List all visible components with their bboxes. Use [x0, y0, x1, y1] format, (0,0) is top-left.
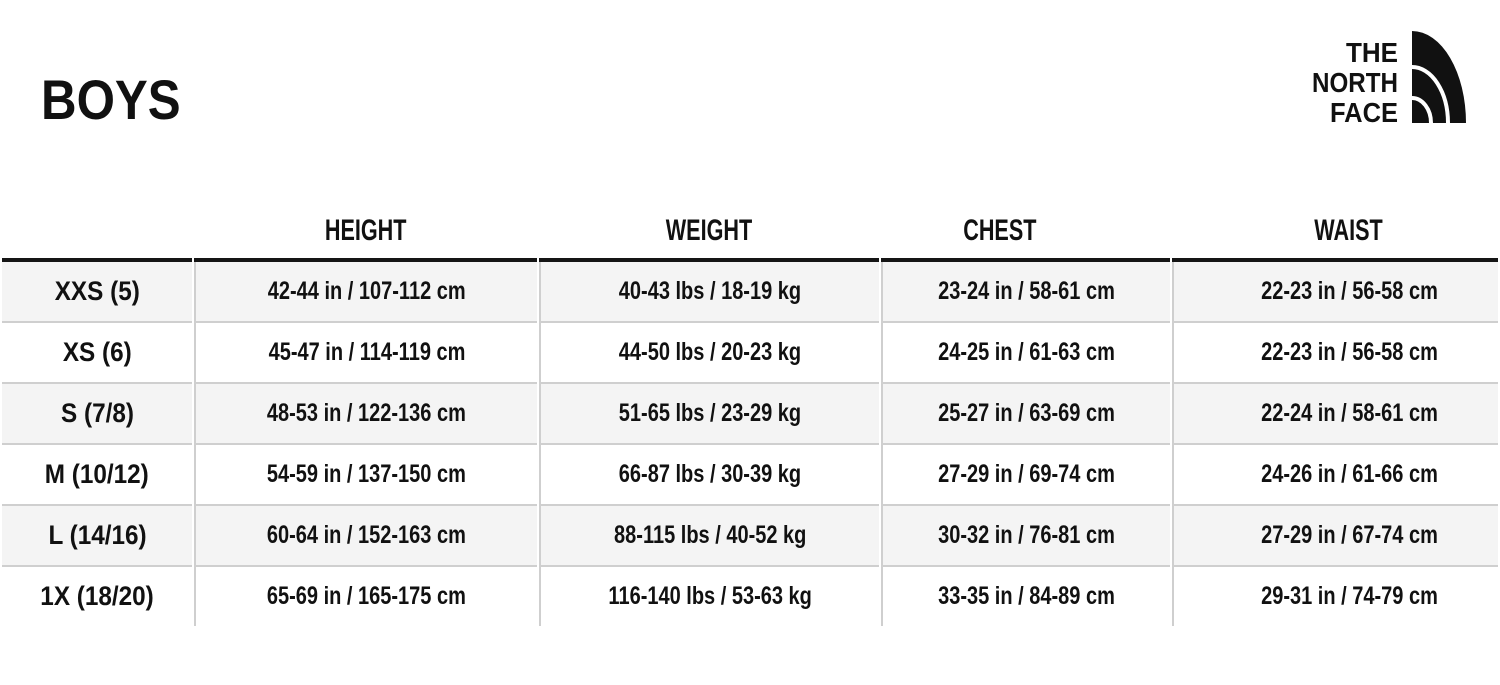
height-cell: 60-64 in / 152-163 cm	[194, 504, 537, 565]
table-row-s: S (7/8) 48-53 in / 122-136 cm 51-65 lbs …	[2, 382, 1498, 443]
chest-cell: 25-27 in / 63-69 cm	[881, 382, 1171, 443]
weight-cell: 51-65 lbs / 23-29 kg	[538, 382, 880, 443]
page-title: BOYS	[41, 68, 181, 131]
size-table-container: HEIGHT WEIGHT CHEST WAIST XXS (5) 42-44 …	[0, 203, 1500, 626]
logo-text-line: FACE	[1330, 97, 1398, 127]
chest-cell: 33-35 in / 84-89 cm	[881, 565, 1171, 626]
waist-cell: 29-31 in / 74-79 cm	[1172, 565, 1498, 626]
waist-cell: 22-23 in / 56-58 cm	[1172, 321, 1498, 382]
north-face-logo: THE NORTH FACE	[1312, 31, 1466, 127]
height-cell: 48-53 in / 122-136 cm	[194, 382, 537, 443]
column-header-waist: WAIST	[1172, 203, 1498, 262]
size-label-cell: 1X (18/20)	[2, 565, 193, 626]
chest-cell: 27-29 in / 69-74 cm	[881, 443, 1171, 504]
size-label-cell: M (10/12)	[2, 443, 193, 504]
size-label-cell: S (7/8)	[2, 382, 193, 443]
chest-cell: 30-32 in / 76-81 cm	[881, 504, 1171, 565]
table-row-xxs: XXS (5) 42-44 in / 107-112 cm 40-43 lbs …	[2, 262, 1498, 321]
table-row-xs: XS (6) 45-47 in / 114-119 cm 44-50 lbs /…	[2, 321, 1498, 382]
height-cell: 45-47 in / 114-119 cm	[194, 321, 537, 382]
logo-text-line: NORTH	[1312, 67, 1398, 98]
weight-cell: 88-115 lbs / 40-52 kg	[538, 504, 880, 565]
weight-cell: 66-87 lbs / 30-39 kg	[538, 443, 880, 504]
column-header-height: HEIGHT	[194, 203, 537, 262]
height-cell: 65-69 in / 165-175 cm	[194, 565, 537, 626]
column-header-weight: WEIGHT	[538, 203, 880, 262]
chest-cell: 23-24 in / 58-61 cm	[881, 262, 1171, 321]
table-row-1x: 1X (18/20) 65-69 in / 165-175 cm 116-140…	[2, 565, 1498, 626]
waist-cell: 27-29 in / 67-74 cm	[1172, 504, 1498, 565]
size-label-cell: L (14/16)	[2, 504, 193, 565]
weight-cell: 40-43 lbs / 18-19 kg	[538, 262, 880, 321]
waist-cell: 24-26 in / 61-66 cm	[1172, 443, 1498, 504]
logo-text-line: THE	[1346, 37, 1398, 68]
waist-cell: 22-24 in / 58-61 cm	[1172, 382, 1498, 443]
table-row-l: L (14/16) 60-64 in / 152-163 cm 88-115 l…	[2, 504, 1498, 565]
size-label-cell: XXS (5)	[2, 262, 193, 321]
weight-cell: 44-50 lbs / 20-23 kg	[538, 321, 880, 382]
table-header-row: HEIGHT WEIGHT CHEST WAIST	[2, 203, 1498, 262]
waist-cell: 22-23 in / 56-58 cm	[1172, 262, 1498, 321]
column-header-chest: CHEST	[881, 203, 1171, 262]
size-label-cell: XS (6)	[2, 321, 193, 382]
column-header-size	[2, 203, 193, 262]
height-cell: 42-44 in / 107-112 cm	[194, 262, 537, 321]
table-row-m: M (10/12) 54-59 in / 137-150 cm 66-87 lb…	[2, 443, 1498, 504]
height-cell: 54-59 in / 137-150 cm	[194, 443, 537, 504]
size-table: HEIGHT WEIGHT CHEST WAIST XXS (5) 42-44 …	[0, 203, 1500, 626]
half-dome-icon	[1411, 31, 1466, 124]
weight-cell: 116-140 lbs / 53-63 kg	[538, 565, 880, 626]
chest-cell: 24-25 in / 61-63 cm	[881, 321, 1171, 382]
